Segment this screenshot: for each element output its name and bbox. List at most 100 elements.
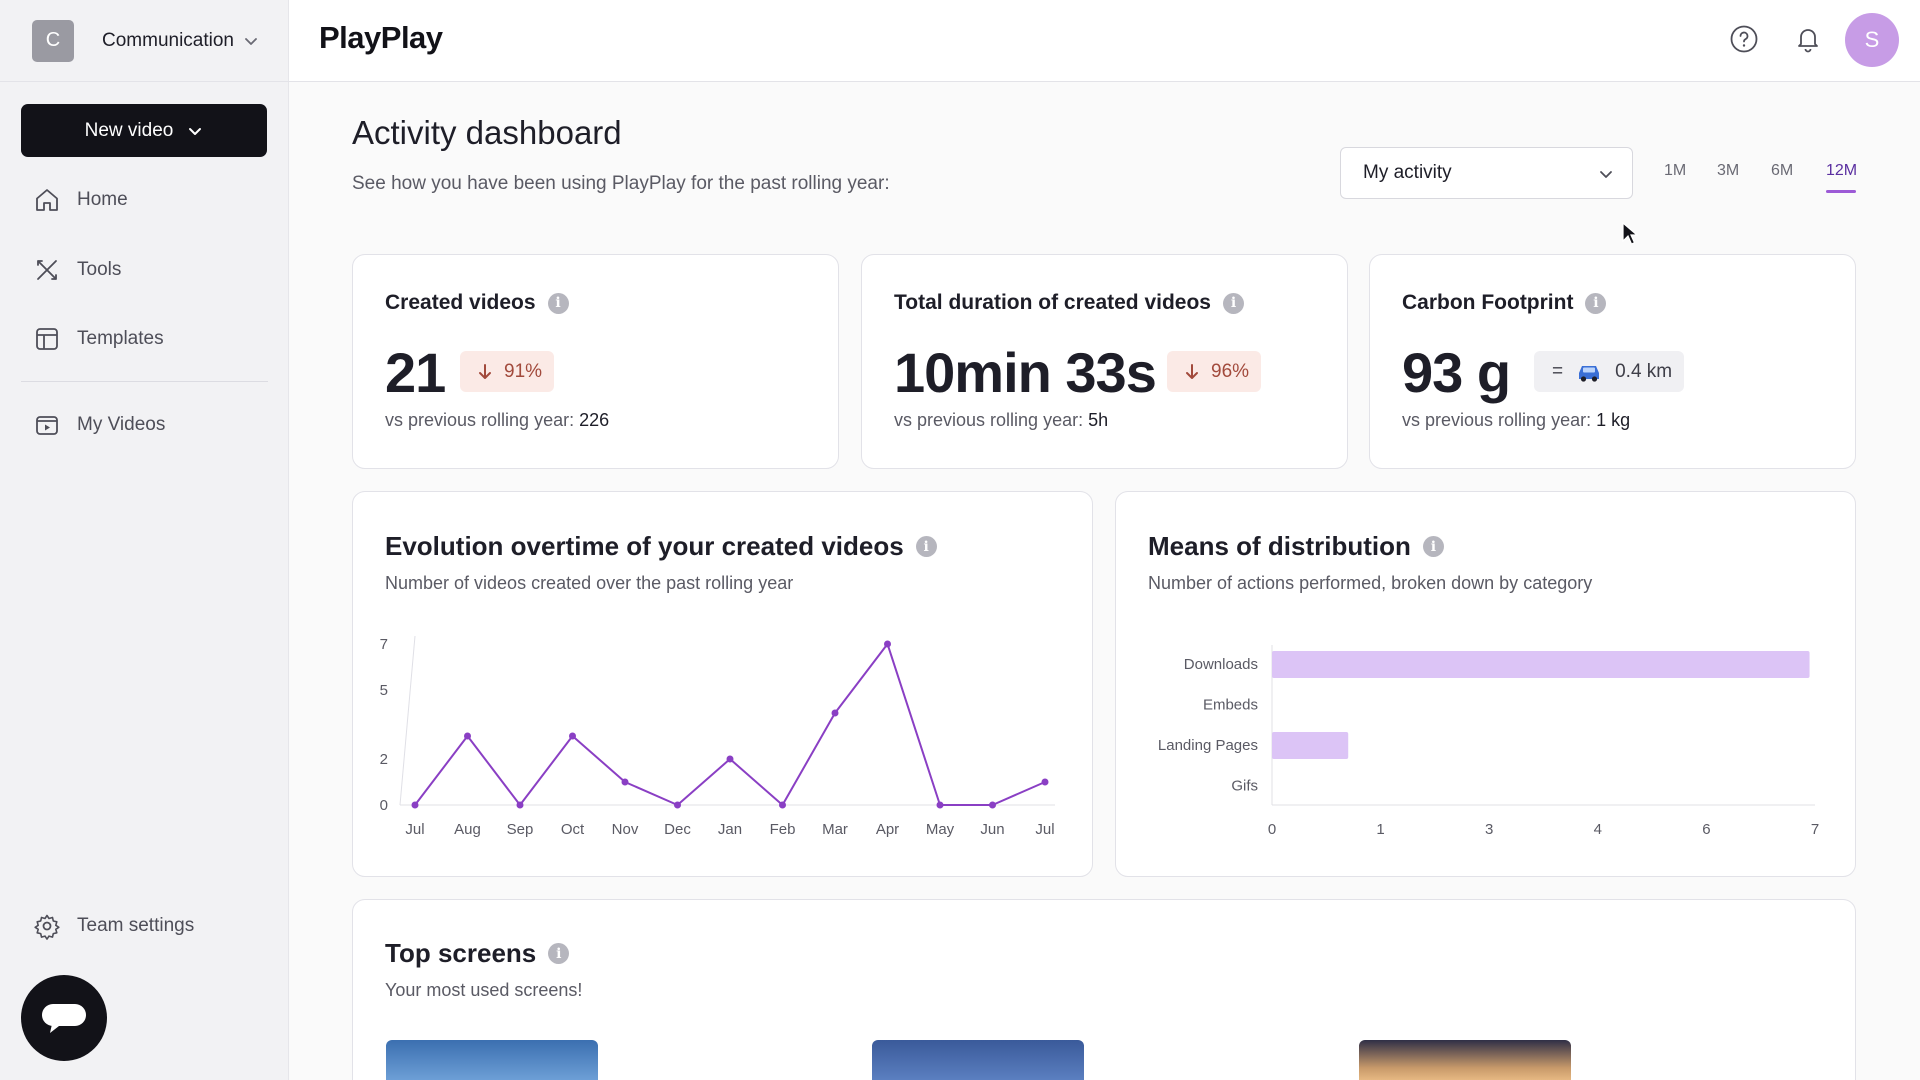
x-tick-label: 3 bbox=[1485, 821, 1493, 838]
top-screens-card bbox=[352, 899, 1856, 1080]
period-1m[interactable]: 1M bbox=[1664, 162, 1687, 179]
sidebar-item-label: Templates bbox=[77, 328, 164, 349]
total-duration-title: Total duration of created videos i bbox=[894, 291, 1244, 315]
info-icon[interactable]: i bbox=[915, 536, 937, 557]
period-3m[interactable]: 3M bbox=[1717, 162, 1740, 179]
top-screen-thumbnail[interactable] bbox=[386, 1040, 598, 1080]
x-tick-label: Aug bbox=[454, 821, 481, 838]
category-label: Landing Pages bbox=[1158, 737, 1258, 754]
y-tick-label: 7 bbox=[380, 636, 388, 653]
arrow-down-icon bbox=[1186, 363, 1198, 379]
sidebar-item-templates[interactable]: Templates bbox=[33, 319, 164, 359]
activity-filter-select[interactable]: My activity bbox=[1340, 147, 1633, 199]
page-title: Activity dashboard bbox=[352, 114, 622, 151]
info-icon[interactable]: i bbox=[548, 943, 570, 964]
top-header: PlayPlay S bbox=[289, 0, 1920, 82]
y-axis-line bbox=[399, 635, 416, 806]
x-tick-label: Oct bbox=[561, 821, 585, 838]
comparison-label: vs previous rolling year: bbox=[385, 410, 575, 430]
chevron-down-icon bbox=[1600, 171, 1612, 178]
data-point bbox=[1041, 778, 1049, 786]
card-title-text: Created videos bbox=[385, 291, 536, 314]
sidebar: C Communication New video Home Tools Tem… bbox=[0, 0, 289, 1080]
playplay-logo[interactable]: PlayPlay bbox=[319, 20, 443, 55]
data-point bbox=[516, 801, 524, 809]
x-tick-label: 7 bbox=[1811, 821, 1819, 838]
sidebar-item-label: Tools bbox=[77, 259, 122, 280]
sidebar-item-home[interactable]: Home bbox=[33, 180, 128, 220]
activity-filter-value: My activity bbox=[1363, 162, 1452, 183]
home-icon bbox=[36, 189, 58, 211]
created-videos-value: 21 bbox=[385, 341, 446, 404]
bell-icon[interactable] bbox=[1793, 24, 1823, 54]
x-tick-label: Jul bbox=[405, 821, 424, 838]
equals-sign: = bbox=[1552, 360, 1564, 382]
info-icon[interactable]: i bbox=[1585, 292, 1607, 314]
new-video-label: New video bbox=[84, 119, 174, 141]
x-tick-label: 0 bbox=[1268, 821, 1276, 838]
chevron-down-icon bbox=[245, 38, 257, 45]
card-title-text: Top screens bbox=[385, 938, 537, 968]
info-icon[interactable]: i bbox=[547, 292, 569, 314]
total-duration-change-badge: 96% bbox=[1167, 351, 1262, 392]
top-screen-thumbnail[interactable] bbox=[872, 1040, 1084, 1080]
period-12m[interactable]: 12M bbox=[1826, 162, 1858, 179]
x-tick-label: Jan bbox=[718, 821, 742, 838]
created-videos-title: Created videos i bbox=[385, 291, 569, 315]
x-tick-label: Jun bbox=[980, 821, 1004, 838]
x-tick-label: Apr bbox=[876, 821, 899, 838]
x-tick-label: Nov bbox=[612, 821, 639, 838]
carbon-equivalent-badge: = 0.4 km bbox=[1534, 351, 1685, 392]
help-icon[interactable] bbox=[1729, 24, 1759, 54]
total-duration-comparison: vs previous rolling year: 5h bbox=[894, 410, 1108, 431]
tools-icon bbox=[37, 260, 57, 280]
mouse-cursor-icon bbox=[1622, 222, 1638, 245]
y-tick-label: 5 bbox=[380, 682, 388, 699]
carbon-footprint-value: 93 g bbox=[1402, 341, 1511, 404]
distribution-chart-title: Means of distribution i bbox=[1148, 531, 1444, 562]
page-subtitle: See how you have been using PlayPlay for… bbox=[352, 173, 890, 194]
x-tick-label: Dec bbox=[664, 821, 691, 838]
info-icon[interactable]: i bbox=[1422, 536, 1444, 557]
total-duration-value: 10min 33s bbox=[894, 341, 1157, 404]
evolution-chart-card bbox=[352, 491, 1093, 877]
evolution-line-chart: 0 2 5 7 Jul Aug Sep Oct Nov Dec Jan Feb Mar Apr May Jun… bbox=[380, 635, 1055, 838]
x-tick-label: May bbox=[926, 821, 955, 838]
x-tick-label: Sep bbox=[507, 821, 534, 838]
workspace-switcher[interactable]: C Communication bbox=[0, 0, 289, 82]
comparison-label: vs previous rolling year: bbox=[1402, 410, 1592, 430]
team-settings-link[interactable]: Team settings bbox=[33, 906, 194, 946]
chat-button[interactable] bbox=[21, 975, 107, 1061]
templates-icon bbox=[36, 328, 58, 350]
sidebar-item-my-videos[interactable]: My Videos bbox=[33, 405, 165, 445]
bar bbox=[1272, 651, 1810, 678]
info-icon[interactable]: i bbox=[1223, 292, 1244, 314]
category-label: Downloads bbox=[1184, 656, 1258, 673]
data-point bbox=[779, 801, 786, 809]
workspace-avatar: C bbox=[32, 19, 74, 62]
y-tick-label: 2 bbox=[380, 751, 388, 768]
active-period-indicator bbox=[1826, 190, 1856, 193]
top-screens-title: Top screens i bbox=[385, 938, 570, 969]
data-point bbox=[989, 801, 996, 809]
data-point bbox=[411, 801, 419, 809]
user-avatar[interactable]: S bbox=[1845, 13, 1899, 67]
sidebar-item-tools[interactable]: Tools bbox=[33, 250, 121, 290]
new-video-button[interactable]: New video bbox=[21, 104, 267, 157]
sidebar-divider bbox=[21, 381, 268, 382]
created-videos-comparison: vs previous rolling year: 226 bbox=[385, 410, 609, 431]
total-duration-card bbox=[861, 254, 1348, 469]
data-point bbox=[674, 801, 681, 809]
distribution-chart-card bbox=[1115, 491, 1856, 877]
x-tick-label: Mar bbox=[822, 821, 848, 838]
x-tick-label: Jul bbox=[1035, 821, 1054, 838]
data-point bbox=[884, 640, 891, 648]
sidebar-item-label: Home bbox=[77, 189, 128, 210]
top-screen-thumbnail[interactable] bbox=[1359, 1040, 1571, 1080]
x-tick-label: Feb bbox=[770, 821, 796, 838]
evolution-chart-subtitle: Number of videos created over the past r… bbox=[385, 573, 794, 593]
comparison-value: 226 bbox=[579, 410, 610, 430]
workspace-name: Communication bbox=[102, 29, 234, 51]
period-6m[interactable]: 6M bbox=[1771, 162, 1794, 179]
carbon-footprint-comparison: vs previous rolling year: 1 kg bbox=[1402, 410, 1630, 431]
